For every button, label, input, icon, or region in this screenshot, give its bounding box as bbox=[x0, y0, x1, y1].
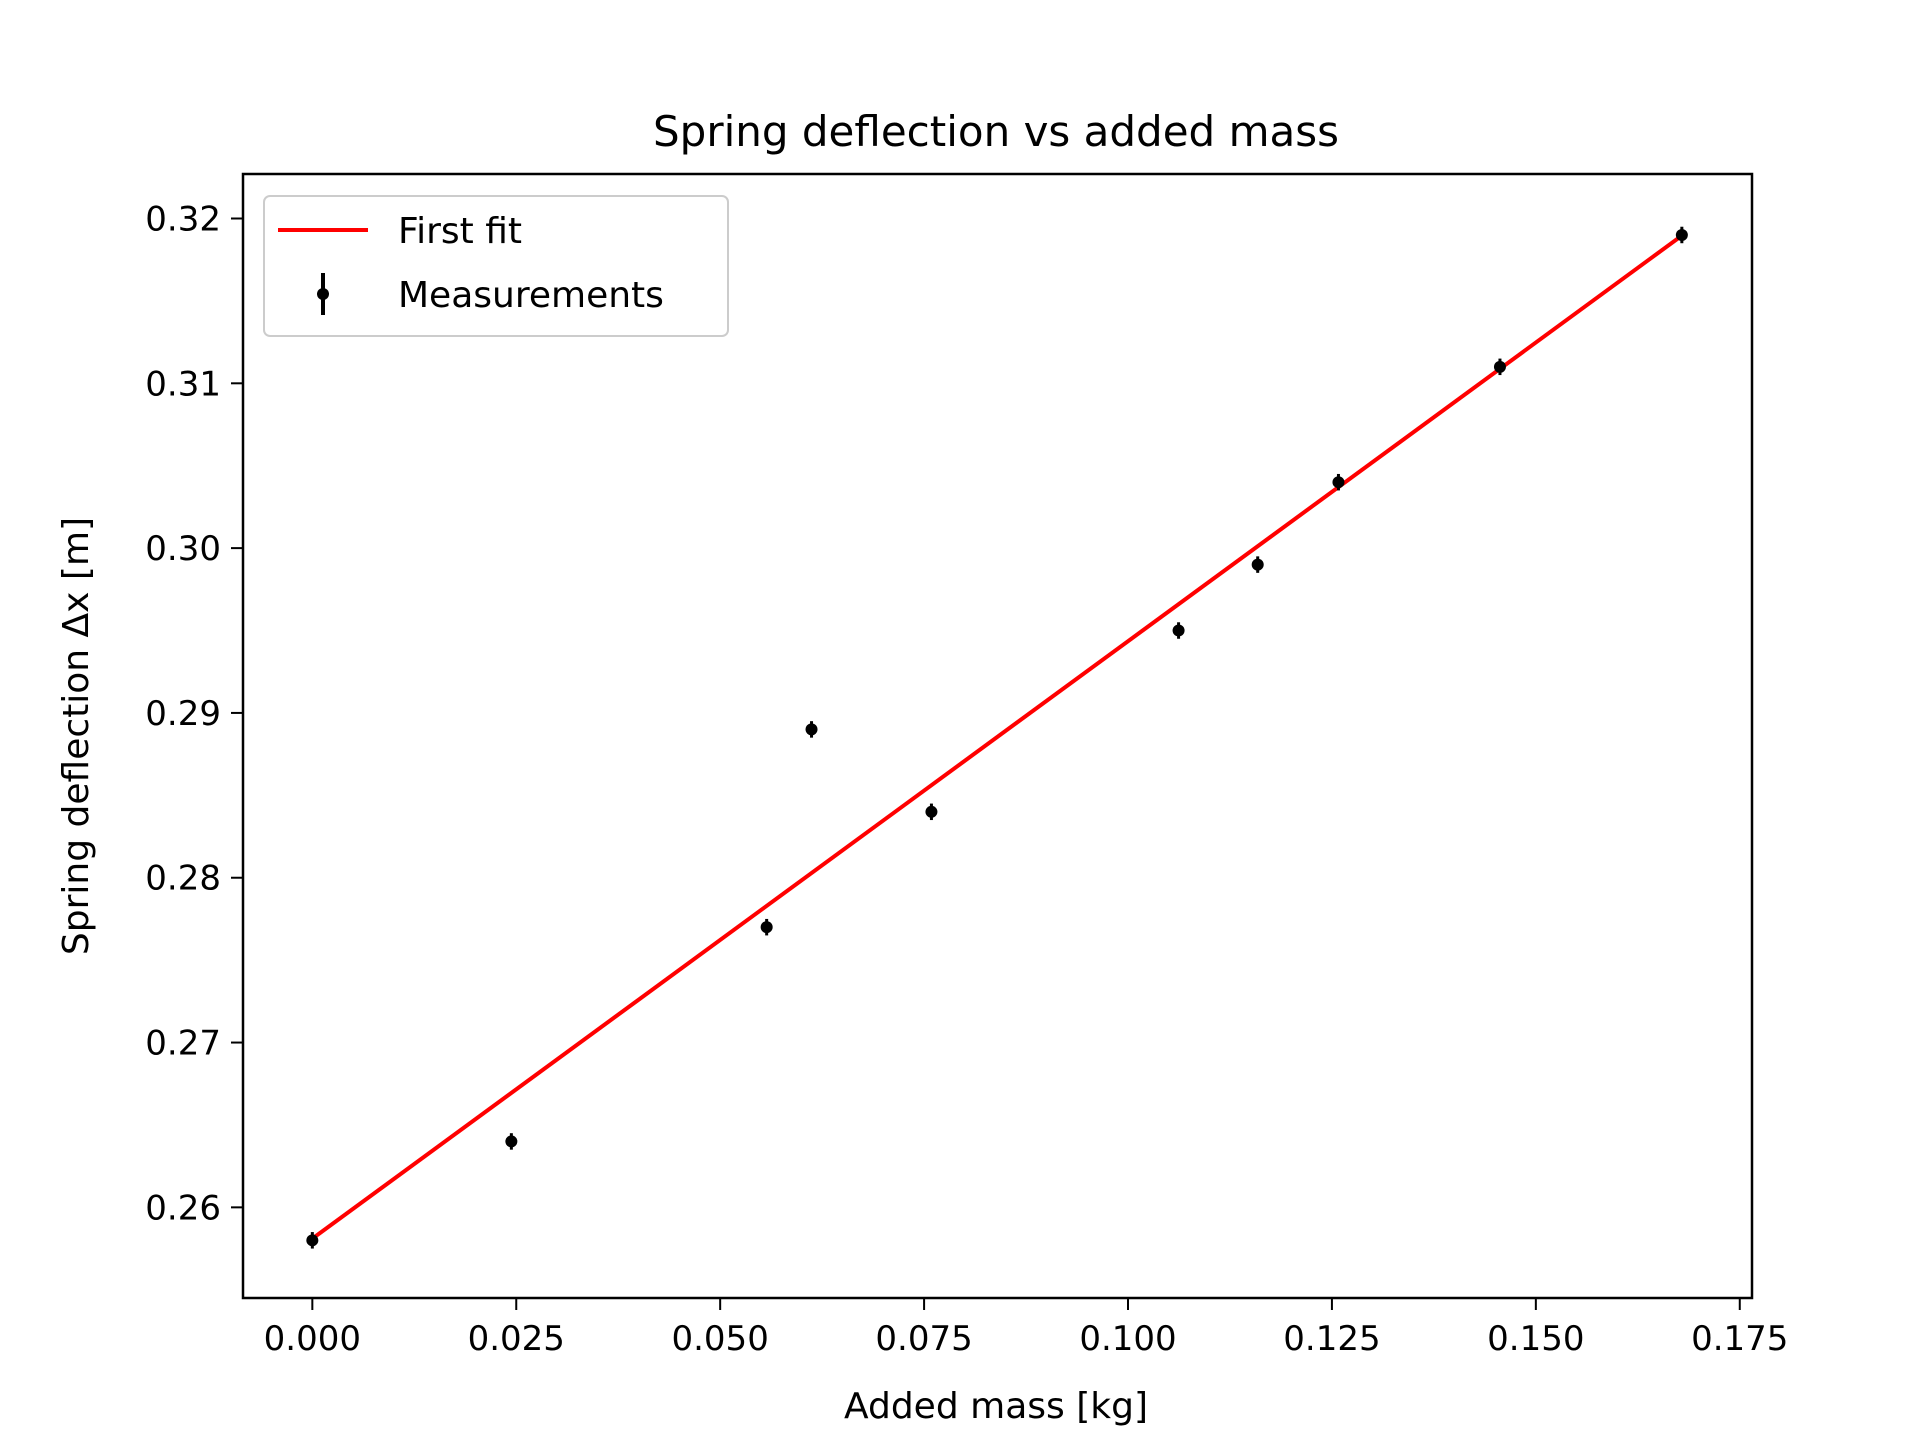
measurement-point bbox=[1251, 556, 1264, 573]
measurement-marker bbox=[1675, 228, 1688, 241]
measurement-marker bbox=[925, 805, 938, 818]
y-tick-label: 0.29 bbox=[145, 694, 221, 734]
measurement-point bbox=[805, 721, 818, 738]
measurement-marker bbox=[805, 723, 818, 736]
y-tick-label: 0.31 bbox=[145, 364, 221, 404]
measurement-point bbox=[505, 1133, 518, 1150]
legend-box bbox=[263, 195, 729, 337]
fit-line-layer bbox=[311, 233, 1684, 1241]
measurement-point bbox=[306, 1232, 319, 1249]
chart-title: Spring deflection vs added mass bbox=[653, 107, 1339, 156]
y-tick-label: 0.27 bbox=[145, 1024, 221, 1064]
y-axis-label: Spring deflection Δx [m] bbox=[56, 517, 97, 955]
measurement-marker bbox=[1251, 558, 1264, 571]
y-tick-label: 0.26 bbox=[145, 1188, 221, 1228]
y-tick-label: 0.30 bbox=[145, 529, 221, 569]
measurement-marker bbox=[760, 921, 773, 934]
x-tick-label: 0.000 bbox=[264, 1319, 361, 1359]
x-tick-label: 0.075 bbox=[875, 1319, 972, 1359]
y-axis: 0.26 0.27 0.28 0.29 0.30 0.31 0.32 bbox=[145, 199, 243, 1228]
x-tick-label: 0.175 bbox=[1691, 1319, 1788, 1359]
measurement-point bbox=[1493, 358, 1506, 376]
y-tick-label: 0.32 bbox=[145, 199, 221, 239]
measurement-marker bbox=[505, 1135, 518, 1148]
measurement-marker bbox=[1172, 624, 1185, 637]
legend-label-measurements: Measurements bbox=[398, 275, 664, 316]
measurement-point bbox=[1675, 226, 1688, 244]
x-axis: 0.000 0.025 0.050 0.075 0.100 0.125 0.150 0.175 bbox=[264, 1298, 1788, 1359]
x-tick-label: 0.050 bbox=[671, 1319, 768, 1359]
x-tick-label: 0.100 bbox=[1079, 1319, 1176, 1359]
first-fit-line bbox=[311, 233, 1684, 1241]
x-tick-label: 0.125 bbox=[1283, 1319, 1380, 1359]
measurements-layer bbox=[306, 226, 1688, 1249]
plot-area bbox=[241, 172, 1754, 1300]
x-axis-label: Added mass [kg] bbox=[844, 1386, 1148, 1427]
measurement-point bbox=[1172, 622, 1185, 639]
legend: First fit Measurements bbox=[263, 195, 729, 337]
legend-swatch-measurements-marker bbox=[317, 288, 329, 300]
plot-frame bbox=[241, 172, 1754, 1300]
measurement-point bbox=[760, 918, 773, 936]
legend-label-first-fit: First fit bbox=[398, 211, 522, 252]
y-tick-label: 0.28 bbox=[145, 859, 221, 899]
measurement-marker bbox=[1332, 476, 1345, 489]
measurement-point bbox=[1332, 473, 1345, 491]
measurement-marker bbox=[1493, 360, 1506, 373]
measurement-marker bbox=[306, 1234, 319, 1247]
measurement-point bbox=[925, 803, 938, 821]
x-tick-label: 0.025 bbox=[468, 1319, 565, 1359]
x-tick-label: 0.150 bbox=[1487, 1319, 1584, 1359]
